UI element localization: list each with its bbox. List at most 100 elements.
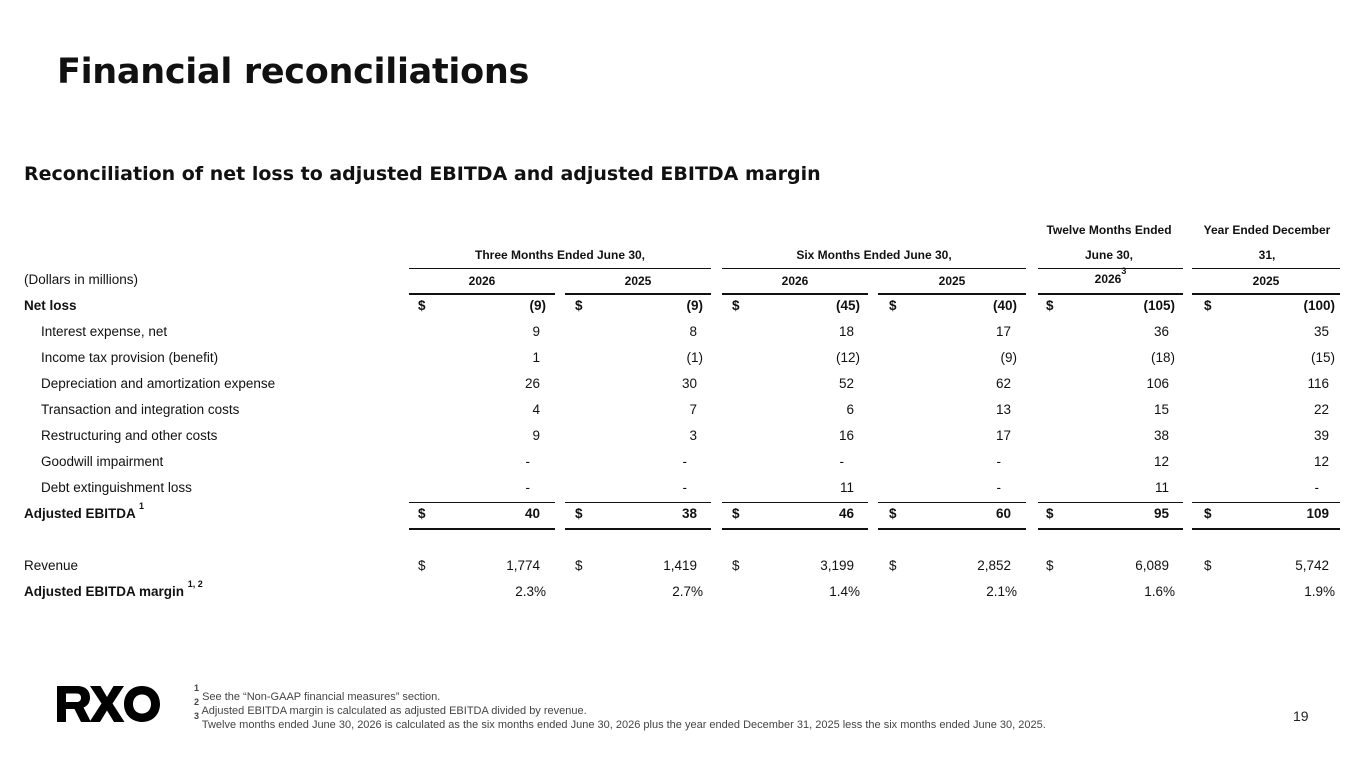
table-cell-value: - xyxy=(682,454,688,469)
table-cell-value: 11 xyxy=(839,480,854,495)
row-label-text: Revenue xyxy=(24,558,79,573)
row-label-text: Income tax provision (benefit) xyxy=(41,350,219,365)
year-rule xyxy=(1038,293,1183,295)
row-label-text: Debt extinguishment loss xyxy=(41,480,192,495)
table-cell-value: 3 xyxy=(689,428,697,443)
currency-symbol: $ xyxy=(575,506,583,521)
currency-symbol: $ xyxy=(889,506,897,521)
currency-symbol: $ xyxy=(1204,558,1212,573)
currency-symbol: $ xyxy=(732,298,740,313)
header-twelve-months-line1: Twelve Months Ended xyxy=(1046,223,1172,237)
header-twelve-months-line2: June 30, xyxy=(1084,248,1134,262)
table-cell-value: - xyxy=(839,454,845,469)
currency-symbol: $ xyxy=(889,558,897,573)
total-rule xyxy=(1038,528,1183,530)
table-cell-value: 17 xyxy=(995,324,1011,339)
row-label-text: Depreciation and amortization expense xyxy=(41,376,276,391)
table-cell-value: 22 xyxy=(1313,402,1329,417)
footnote-2-text: Adjusted EBITDA margin is calculated as … xyxy=(199,705,587,717)
table-cell-value: - xyxy=(996,480,1002,495)
year-rule xyxy=(722,293,868,295)
table-cell-value: - xyxy=(682,480,688,495)
table-cell-value: (100) xyxy=(1303,298,1335,313)
table-cell-value: 12 xyxy=(1153,454,1169,469)
table-cell-value: 95 xyxy=(1153,506,1169,521)
table-cell-value: 2.7% xyxy=(672,584,703,599)
currency-symbol: $ xyxy=(418,298,426,313)
row-label: Goodwill impairment xyxy=(41,454,163,470)
footnote-2-marker: 2 xyxy=(194,697,200,708)
table-cell-value: 1.4% xyxy=(829,584,860,599)
footnote-1-text: See the “Non-GAAP financial measures” se… xyxy=(199,691,441,703)
table-cell-value: (12) xyxy=(835,350,860,365)
table-subtitle: Reconciliation of net loss to adjusted E… xyxy=(24,163,821,185)
reconciliation-table: Twelve Months Ended Year Ended December … xyxy=(24,223,1340,600)
year-rule xyxy=(1192,293,1340,295)
page-number: 19 xyxy=(1293,708,1309,724)
row-label-text: Transaction and integration costs xyxy=(41,402,240,417)
page-title: Financial reconciliations xyxy=(57,52,529,92)
table-cell-value: 2.1% xyxy=(986,584,1017,599)
total-rule xyxy=(722,528,868,530)
table-cell-value: 60 xyxy=(995,506,1011,521)
row-label-text: Restructuring and other costs xyxy=(41,428,218,443)
table-cell-value: 116 xyxy=(1307,376,1329,391)
row-label: Net loss xyxy=(24,298,77,314)
table-cell-value: 46 xyxy=(838,506,854,521)
table-cell-value: 106 xyxy=(1146,376,1169,391)
row-label-text: Adjusted EBITDA margin xyxy=(24,584,185,599)
footnote-2: 2 Adjusted EBITDA margin is calculated a… xyxy=(194,698,1046,718)
currency-symbol: $ xyxy=(1046,506,1054,521)
table-cell-value: 36 xyxy=(1153,324,1169,339)
table-cell-value: 18 xyxy=(838,324,854,339)
currency-symbol: $ xyxy=(1046,298,1054,313)
row-label: Transaction and integration costs xyxy=(41,402,239,418)
table-cell-value: 3,199 xyxy=(820,558,854,573)
table-cell-value: 15 xyxy=(1153,402,1169,417)
header-rule xyxy=(722,268,1026,269)
table-cell-value: (45) xyxy=(835,298,860,313)
col-header-2026-h: 2026 xyxy=(781,274,809,288)
subtotal-rule xyxy=(1192,502,1340,503)
currency-symbol: $ xyxy=(575,298,583,313)
col-header-2026-ttm-label: 2026 xyxy=(1094,272,1122,286)
rxo-logo xyxy=(57,686,160,722)
header-three-months: Three Months Ended June 30, xyxy=(474,248,646,262)
row-label: Restructuring and other costs xyxy=(41,428,217,444)
col-header-2025-fy: 2025 xyxy=(1252,274,1280,288)
row-label: Income tax provision (benefit) xyxy=(41,350,218,366)
table-cell-value: - xyxy=(996,454,1002,469)
table-cell-value: 1.9% xyxy=(1304,584,1335,599)
table-cell-value: 11 xyxy=(1154,480,1169,495)
table-cell-value: 1,774 xyxy=(506,558,540,573)
table-cell-value: 7 xyxy=(689,402,697,417)
currency-symbol: $ xyxy=(418,506,426,521)
table-cell-value: (9) xyxy=(529,298,547,313)
table-cell-value: 6 xyxy=(846,402,854,417)
row-label: Adjusted EBITDA margin 1, 2 xyxy=(24,579,203,600)
table-cell-value: 13 xyxy=(995,402,1011,417)
col-header-2025-h: 2025 xyxy=(938,274,966,288)
table-cell-value: 30 xyxy=(681,376,697,391)
table-cell-value: (18) xyxy=(1150,350,1175,365)
footnote-3-text: Twelve months ended June 30, 2026 is cal… xyxy=(199,719,1046,731)
table-cell-value: - xyxy=(525,454,531,469)
subtotal-rule xyxy=(409,502,555,503)
currency-symbol: $ xyxy=(732,558,740,573)
table-cell-value: 5,742 xyxy=(1295,558,1329,573)
col-header-2026-ttm: 20263 xyxy=(1038,267,1183,287)
row-label-text: Net loss xyxy=(24,298,77,313)
row-label: Adjusted EBITDA 1 xyxy=(24,501,144,522)
subtotal-rule xyxy=(1038,502,1183,503)
year-rule xyxy=(409,293,555,295)
total-rule xyxy=(878,528,1026,530)
table-cell-value: 40 xyxy=(524,506,540,521)
row-label: Revenue xyxy=(24,558,78,574)
table-cell-value: (40) xyxy=(992,298,1017,313)
table-cell-value: 38 xyxy=(1153,428,1169,443)
units-label: (Dollars in millions) xyxy=(24,272,139,287)
footnote-marker-3: 3 xyxy=(1121,266,1127,276)
table-cell-value: (9) xyxy=(686,298,704,313)
table-cell-value: 52 xyxy=(838,376,854,391)
table-cell-value: 1,419 xyxy=(663,558,697,573)
